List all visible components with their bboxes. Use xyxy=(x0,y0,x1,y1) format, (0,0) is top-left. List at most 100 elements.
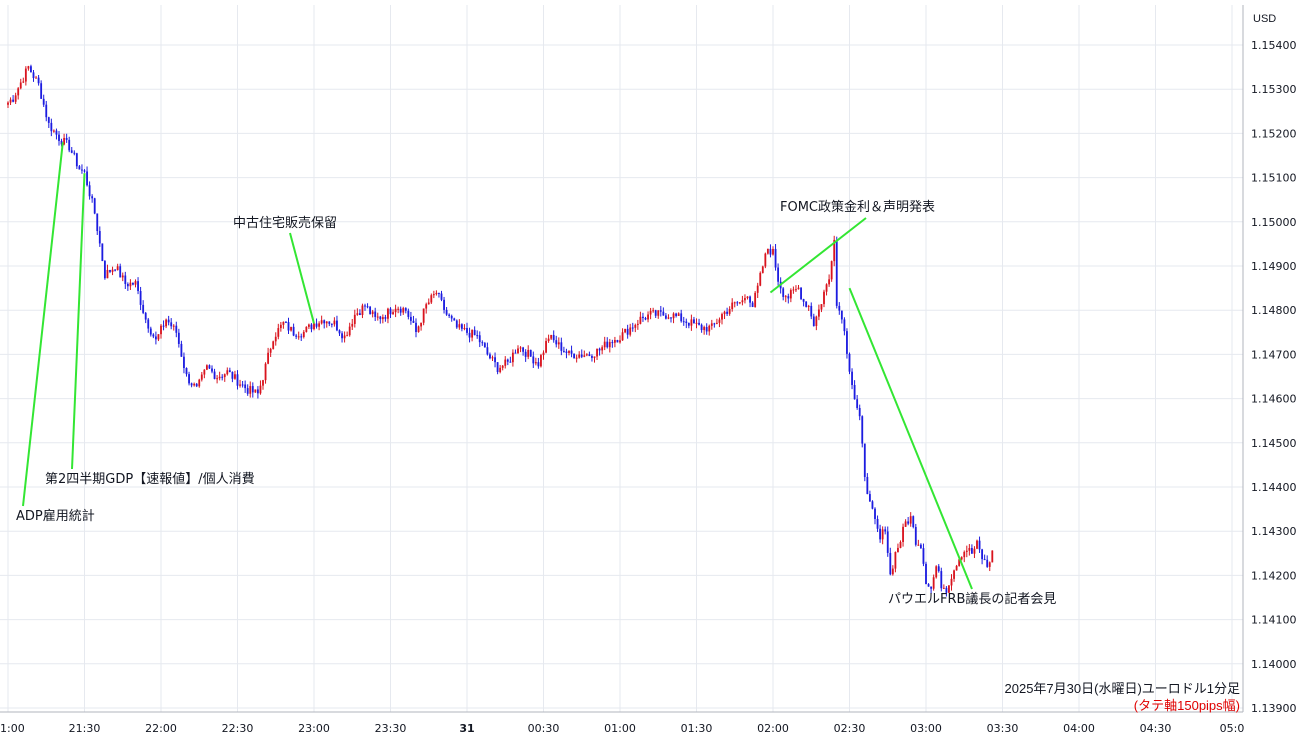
candle-body xyxy=(738,302,741,304)
candle-body xyxy=(264,363,267,381)
candle-body xyxy=(547,338,550,342)
candle-body xyxy=(175,325,178,333)
candle-body xyxy=(27,66,30,69)
candle-body xyxy=(47,117,50,123)
candle-body xyxy=(935,566,938,578)
candle-body xyxy=(866,476,869,495)
candle-body xyxy=(88,185,91,197)
chart-caption: 2025年7月30日(水曜日)ユーロドル1分足 xyxy=(1004,681,1241,696)
candle-body xyxy=(73,152,76,154)
candle-body xyxy=(205,365,208,370)
candle-body xyxy=(109,269,111,272)
candle-body xyxy=(389,308,392,315)
candle-body xyxy=(12,99,15,102)
candle-body xyxy=(789,290,792,299)
candle-body xyxy=(249,386,252,394)
y-tick-label: 1.14100 xyxy=(1251,614,1297,627)
candle-body xyxy=(32,72,35,79)
y-tick-label: 1.13900 xyxy=(1251,702,1297,715)
candle-body xyxy=(769,248,772,255)
candle-body xyxy=(473,329,476,336)
candle-body xyxy=(736,302,739,304)
candle-body xyxy=(552,334,555,341)
candle-body xyxy=(45,104,48,118)
candle-body xyxy=(320,320,323,324)
candle-body xyxy=(654,310,657,316)
annotation-line xyxy=(769,217,867,294)
candle-body xyxy=(891,568,894,575)
candle-body xyxy=(585,354,588,356)
candle-body xyxy=(121,275,124,278)
candle-body xyxy=(65,137,68,140)
candle-body xyxy=(588,354,591,357)
candle-body xyxy=(629,327,632,335)
x-tick-label: 02:00 xyxy=(757,722,789,735)
candle-body xyxy=(348,326,351,336)
candle-body xyxy=(766,248,769,254)
candle-body xyxy=(282,321,285,325)
candle-body xyxy=(705,327,708,332)
candle-body xyxy=(751,302,754,307)
candle-body xyxy=(687,322,690,326)
candle-body xyxy=(364,305,366,307)
candle-body xyxy=(7,102,9,105)
candle-body xyxy=(358,313,361,315)
candle-body xyxy=(241,384,244,386)
candle-body xyxy=(894,552,897,569)
candle-body xyxy=(116,266,119,271)
candle-body xyxy=(917,544,920,546)
candle-body xyxy=(970,548,973,554)
candle-body xyxy=(392,312,394,315)
candle-body xyxy=(524,351,527,357)
candle-body xyxy=(662,311,665,316)
candle-body xyxy=(876,518,879,529)
candle-body xyxy=(958,559,961,566)
candle-body xyxy=(741,300,744,303)
candle-body xyxy=(950,578,953,586)
candle-body xyxy=(986,559,989,567)
candle-body xyxy=(534,362,537,364)
x-tick-label: 23:30 xyxy=(375,722,407,735)
candle-body xyxy=(659,310,662,312)
candle-body xyxy=(152,334,155,337)
annotation-label: ADP雇用統計 xyxy=(16,508,95,524)
candle-body xyxy=(731,302,734,310)
candle-body xyxy=(583,355,586,357)
candle-body xyxy=(491,357,494,359)
x-tick-label: 04:00 xyxy=(1063,722,1095,735)
candle-body xyxy=(336,320,338,331)
candle-body xyxy=(285,321,287,323)
candle-body xyxy=(856,399,859,408)
candle-body xyxy=(983,559,986,561)
candle-body xyxy=(886,531,889,553)
candle-body xyxy=(111,269,114,272)
candle-body xyxy=(91,196,94,199)
candle-body xyxy=(86,171,88,186)
candle-body xyxy=(501,365,504,368)
candle-body xyxy=(221,376,224,378)
x-tick-label: 22:30 xyxy=(222,722,254,735)
candle-body xyxy=(193,383,196,386)
candle-body xyxy=(481,342,484,344)
candle-body xyxy=(295,335,298,337)
candle-body xyxy=(300,336,303,338)
candle-body xyxy=(195,383,198,387)
candle-body xyxy=(407,310,410,317)
candle-body xyxy=(619,340,621,343)
candle-body xyxy=(328,321,331,324)
candle-body xyxy=(226,370,229,375)
candle-body xyxy=(369,306,372,314)
candle-body xyxy=(792,289,795,291)
candle-body xyxy=(483,343,486,348)
candle-body xyxy=(611,342,614,344)
candle-body xyxy=(165,319,168,327)
candle-body xyxy=(965,550,968,552)
candle-body xyxy=(463,327,466,329)
candle-body xyxy=(532,356,535,364)
candle-body xyxy=(58,134,60,141)
candle-body xyxy=(863,443,866,477)
candle-body xyxy=(453,318,456,321)
y-tick-label: 1.14400 xyxy=(1251,481,1297,494)
candle-body xyxy=(667,317,670,319)
candle-body xyxy=(784,296,787,298)
